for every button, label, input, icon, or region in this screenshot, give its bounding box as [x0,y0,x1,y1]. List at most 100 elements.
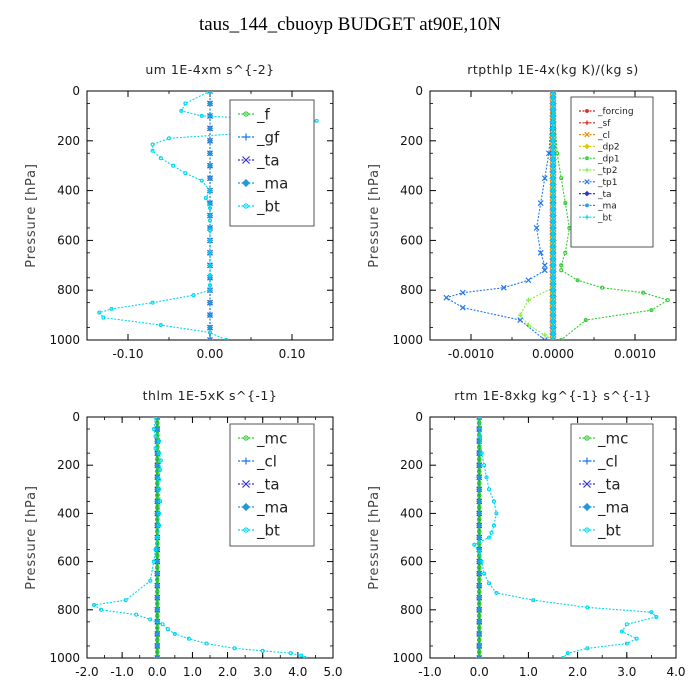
point-marker [575,278,580,283]
point-marker [559,176,564,181]
point-marker [542,332,548,338]
point-marker [550,249,556,256]
point-marker [665,298,670,303]
point-marker [550,318,556,325]
point-marker [550,324,556,331]
point-marker [550,119,556,126]
point-marker [154,655,161,658]
legend-label: _mc [597,429,628,448]
point-marker [486,487,492,492]
legend-label: _gf [256,128,280,147]
legend-label: _dp2 [597,143,620,153]
point-marker [476,594,483,601]
point-marker [550,305,556,312]
chart-panel-1: um 1E-4xm s^{-2} Pressure [hPa] -0.10 0.00 0… [24,62,334,361]
point-marker [550,330,556,337]
x-tick-label: 2.0 [568,665,587,679]
y-tick-label: 800 [57,283,80,297]
point-marker [549,336,557,340]
point-marker [500,284,507,291]
point-marker [491,523,497,528]
point-marker [154,606,161,613]
y-tick-label: 1000 [49,333,80,347]
point-marker [150,148,155,153]
point-marker [545,150,552,157]
legend-item: _dp2 [579,143,620,153]
point-marker [531,598,536,603]
point-marker [459,289,466,296]
point-marker [533,225,540,231]
point-marker [476,642,483,650]
point-marker [491,499,497,504]
point-marker [206,162,214,169]
point-marker [476,510,483,517]
point-marker [207,188,213,193]
point-marker [206,112,214,119]
point-marker [153,446,158,451]
point-marker [559,337,564,340]
series-group [443,91,670,340]
point-marker [494,511,499,516]
x-tick-label: 1.0 [519,665,538,679]
point-marker [154,625,160,631]
point-marker [314,118,319,123]
point-marker [476,522,483,529]
point-marker [560,655,565,658]
chart-panel-2: rtpthlp 1E-4x(kg K)/(kg s) Pressure [hPa]… [367,62,677,361]
point-marker [472,542,477,547]
x-tick-label: -0.10 [112,347,143,361]
series-line [473,417,658,658]
point-marker [476,417,483,420]
point-marker [476,625,482,631]
point-marker [207,283,213,288]
legend-label: _ma [256,174,288,193]
point-marker [154,577,160,583]
point-marker [150,142,155,147]
x-tick-label: 0.0 [470,665,489,679]
point-marker [477,417,482,420]
x-tick-label: -1.0 [110,665,133,679]
legend-item: _ma [238,498,288,517]
point-marker [550,162,556,169]
point-marker [476,606,483,613]
point-marker [153,547,158,552]
point-marker [206,336,214,340]
y-tick-label: 800 [400,283,423,297]
point-marker [550,150,556,157]
point-marker [158,467,163,473]
y-axis-label: Pressure [hPa] [24,163,39,267]
legend-item: _dp1 [579,154,620,164]
point-marker [585,605,590,610]
point-marker [154,582,161,589]
legend-label: _sf [597,119,611,129]
point-marker [550,200,556,207]
point-marker [299,653,304,658]
point-marker [206,100,214,107]
point-marker [482,463,487,468]
x-tick-label: 3.0 [253,665,272,679]
point-marker [154,462,161,469]
point-marker [207,273,213,278]
point-marker [550,256,556,263]
series-group [91,417,307,658]
point-marker [649,308,654,313]
y-tick-label: 200 [400,134,423,148]
point-marker [550,100,556,107]
legend-item: _gf [238,128,280,147]
y-tick-label: 200 [57,458,80,472]
legend-item: _ma [238,174,288,193]
y-axis-label: Pressure [hPa] [367,163,382,267]
point-marker [550,218,556,225]
x-tick-label: 2.0 [218,665,237,679]
point-marker [156,439,162,444]
point-marker [585,156,589,161]
point-marker [476,649,482,655]
point-marker [476,570,483,577]
point-marker [459,304,466,311]
legend-label: _ta [597,190,612,200]
series-line [519,91,554,340]
point-marker [156,523,162,528]
point-marker [584,435,590,441]
point-marker [191,293,196,298]
legend-box [229,423,315,547]
